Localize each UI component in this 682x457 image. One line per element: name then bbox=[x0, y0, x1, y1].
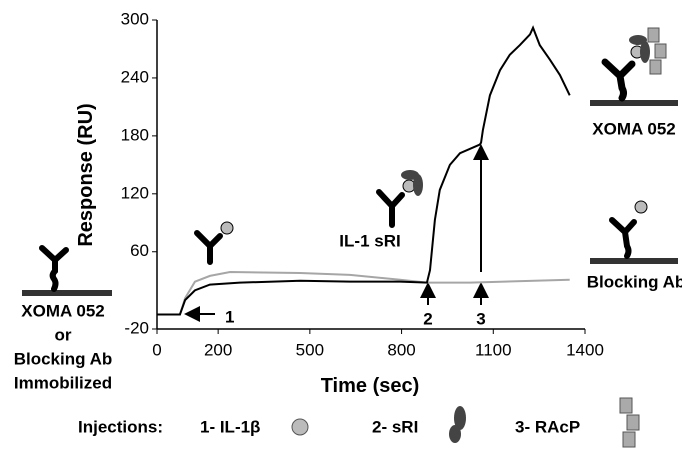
immobilized-label: or bbox=[55, 325, 72, 344]
injection-mark: 2 bbox=[423, 309, 432, 328]
y-tick-label: 180 bbox=[121, 125, 149, 144]
xoma-label: XOMA 052 bbox=[592, 119, 675, 138]
x-tick-label: 1100 bbox=[475, 340, 512, 359]
injection-mark: 1 bbox=[225, 307, 234, 326]
y-tick-label: 60 bbox=[130, 241, 149, 260]
immobilized-label: XOMA 052 bbox=[21, 301, 104, 320]
x-tick-label: 800 bbox=[387, 340, 415, 359]
x-tick-label: 500 bbox=[296, 340, 324, 359]
immobilized-label: Immobilized bbox=[14, 373, 112, 392]
injections-title: Injections: bbox=[78, 417, 163, 436]
data-line bbox=[157, 25, 571, 316]
y-axis-title: Response (RU) bbox=[75, 103, 97, 246]
x-axis-title: Time (sec) bbox=[321, 375, 420, 397]
injection-item: 3- RAcP bbox=[515, 417, 580, 436]
complex-icon bbox=[590, 27, 678, 106]
injection-item: 2- sRI bbox=[372, 417, 418, 436]
x-tick-label: 1400 bbox=[566, 340, 604, 359]
immobilized-icon bbox=[22, 245, 112, 296]
receptor-label: IL-1 sRI bbox=[339, 231, 400, 250]
x-tick-label: 0 bbox=[152, 340, 161, 359]
injection-item: 1- IL-1β bbox=[200, 417, 260, 436]
blocking-label: Blocking Ab bbox=[587, 272, 682, 291]
antibody-il1-icon bbox=[194, 221, 234, 265]
immobilized-label: Blocking Ab bbox=[14, 349, 113, 368]
antibody-sri-icon bbox=[376, 170, 423, 228]
y-tick-label: -20 bbox=[124, 318, 149, 337]
blocking-icon bbox=[590, 200, 678, 264]
sri-icon bbox=[449, 406, 466, 443]
il1-icon bbox=[291, 418, 309, 436]
injection-mark: 3 bbox=[476, 309, 485, 328]
y-tick-label: 300 bbox=[121, 9, 149, 28]
data-line bbox=[157, 271, 570, 316]
y-tick-label: 240 bbox=[121, 67, 149, 86]
x-tick-label: 200 bbox=[204, 340, 232, 359]
racp-icon bbox=[619, 397, 640, 448]
y-tick-label: 120 bbox=[121, 183, 149, 202]
